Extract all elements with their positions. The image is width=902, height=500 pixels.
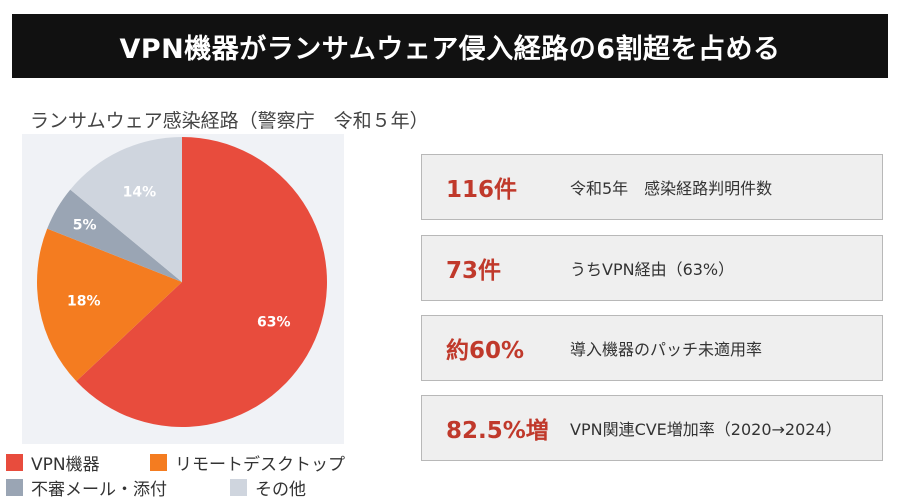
legend-label: VPN機器 bbox=[31, 455, 100, 475]
stat-description: VPN関連CVE増加率（2020→2024） bbox=[570, 420, 842, 439]
pie-value-label: 18% bbox=[67, 294, 101, 310]
stat-description: 令和5年 感染経路判明件数 bbox=[570, 179, 773, 198]
pie-value-label: 14% bbox=[123, 185, 157, 201]
legend-item-suspicious-mail: 不審メール・添付 bbox=[6, 475, 167, 500]
legend-swatch bbox=[150, 454, 167, 471]
stat-card-vpn-count: 73件 うちVPN経由（63%） bbox=[421, 235, 883, 301]
legend-item-other: その他 bbox=[230, 475, 306, 500]
pie-chart: 63% 18% 5% 14% bbox=[36, 137, 327, 427]
legend-swatch bbox=[230, 479, 247, 496]
legend-item-remote-desktop: リモートデスクトップ bbox=[150, 450, 345, 475]
legend-swatch bbox=[6, 479, 23, 496]
stat-description: 導入機器のパッチ未適用率 bbox=[570, 340, 763, 359]
pie-slice-remote-desktop bbox=[36, 228, 183, 382]
stat-value: 73件 bbox=[446, 258, 502, 284]
legend-swatch bbox=[6, 454, 23, 471]
stat-card-unpatched-rate: 約60% 導入機器のパッチ未適用率 bbox=[421, 315, 883, 381]
legend-item-vpn: VPN機器 bbox=[6, 450, 100, 475]
headline-text: VPN機器がランサムウェア侵入経路の6割超を占める bbox=[119, 33, 781, 65]
pie-value-label: 63% bbox=[257, 315, 291, 331]
stat-card-infection-count: 116件 令和5年 感染経路判明件数 bbox=[421, 154, 883, 220]
pie-chart-panel: 63% 18% 5% 14% bbox=[22, 134, 344, 444]
stat-value: 82.5%増 bbox=[446, 418, 549, 444]
legend-label: リモートデスクトップ bbox=[175, 455, 345, 475]
chart-title: ランサムウェア感染経路（警察庁 令和５年） bbox=[30, 110, 429, 132]
headline-banner: VPN機器がランサムウェア侵入経路の6割超を占める bbox=[12, 14, 888, 78]
stat-value: 116件 bbox=[446, 177, 518, 203]
stat-card-cve-increase: 82.5%増 VPN関連CVE増加率（2020→2024） bbox=[421, 395, 883, 461]
stat-value: 約60% bbox=[446, 338, 525, 364]
pie-slice-vpn bbox=[76, 137, 327, 427]
legend-label: 不審メール・添付 bbox=[31, 480, 167, 500]
pie-value-label: 5% bbox=[73, 217, 97, 233]
pie-slice-other bbox=[70, 137, 182, 282]
pie-slice-suspicious-mail bbox=[47, 189, 183, 282]
legend-label: その他 bbox=[255, 480, 306, 500]
stat-description: うちVPN経由（63%） bbox=[570, 260, 735, 279]
chart-legend: VPN機器 リモートデスクトップ 不審メール・添付 その他 bbox=[6, 450, 426, 500]
